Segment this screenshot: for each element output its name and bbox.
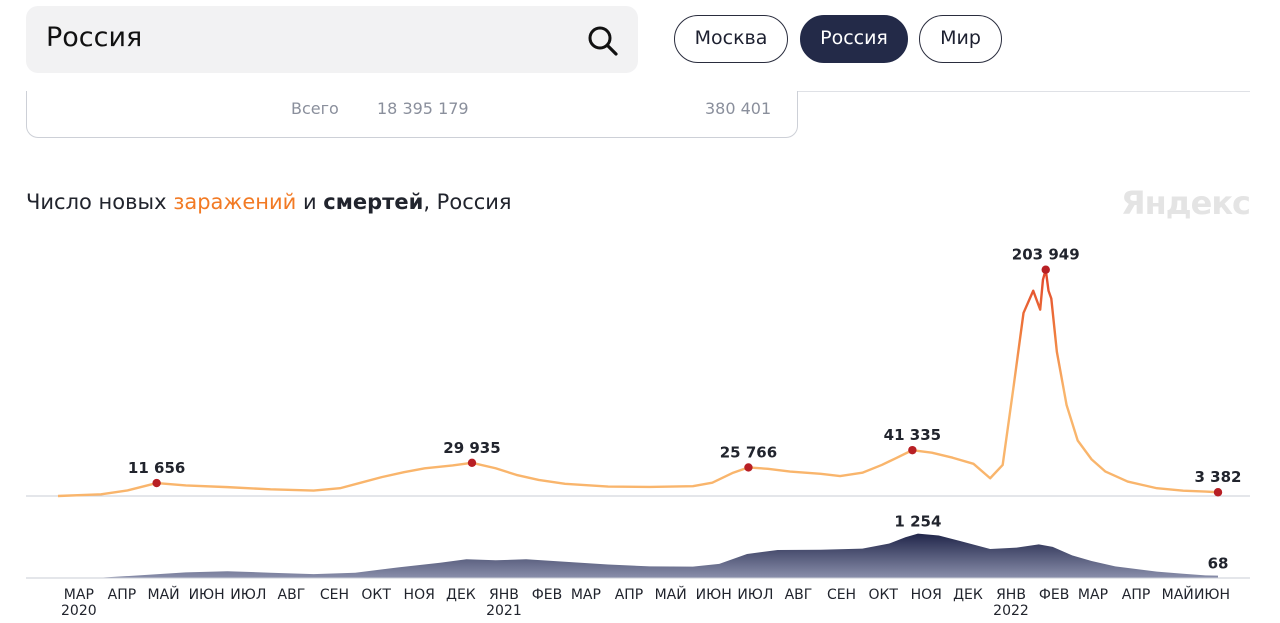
tab-russia[interactable]: Россия [800,15,908,63]
infections-peak-marker [152,478,161,488]
x-tick-label: ФЕВ [1039,587,1070,603]
x-tick-label: СЕН [827,587,856,603]
chart-title-middle: и [296,190,324,214]
x-tick-label: ДЕК [446,587,476,603]
x-tick-label: ИЮН [189,587,225,603]
infections-data-label: 3 382 [1195,468,1242,486]
chart-title-deaths: смертей [323,190,424,214]
x-year-label: 2021 [486,603,522,619]
infections-data-label: 41 335 [884,426,941,444]
x-tick-label: ЯНВ [489,587,519,603]
x-tick-label: АПР [108,587,137,603]
x-tick-label: АПР [615,587,644,603]
x-tick-label: ИЮН [696,587,732,603]
infections-data-label: 29 935 [443,439,500,457]
tab-moscow[interactable]: Москва [674,15,788,63]
infections-series-line [57,268,1219,498]
deaths-data-label: 68 [1208,555,1229,573]
summary-deaths: 380 401 [705,99,772,118]
x-tick-label: ФЕВ [532,587,563,603]
x-tick-label: МАР [64,587,94,603]
x-tick-label: ИЮЛ [230,587,266,603]
infections-peak-marker [1213,488,1223,497]
x-tick-label: ОКТ [361,587,391,603]
chart-title: Число новых заражений и смертей, Россия [26,189,512,215]
x-tick-label: НОЯ [404,587,435,603]
infections-peak-marker [467,458,477,467]
x-tick-label: ОКТ [868,587,898,603]
brand-logo: Яндекс [1121,184,1251,222]
x-year-label: 2020 [61,603,97,619]
x-year-label: 2022 [993,603,1029,619]
chart-title-infections: заражений [173,190,297,214]
infections-data-label: 11 656 [128,459,185,477]
x-tick-label: АВГ [785,587,813,603]
infections-peak-marker [908,445,917,455]
x-tick-label: АПР [1122,587,1151,603]
infections-data-label: 203 949 [1012,246,1080,264]
infections-peak-marker [1041,265,1050,274]
chart-title-prefix: Число новых [26,190,174,214]
deaths-data-label: 1 254 [894,513,941,531]
search-box[interactable]: Россия [26,6,638,73]
tab-world[interactable]: Мир [919,15,1002,63]
x-tick-label: МАР [1078,587,1108,603]
x-tick-label: МАЙ [148,585,180,603]
search-icon[interactable] [586,24,620,58]
x-tick-label: МАР [571,587,601,603]
x-tick-label: ИЮН [1194,587,1230,603]
covid-chart: 11 656 29 935 25 766 41 335 203 949 3 382 1 25… [26,246,1250,619]
x-tick-label: ИЮЛ [737,587,773,603]
x-tick-label: НОЯ [911,587,942,603]
summary-card: Всего 18 395 179 380 401 [26,91,798,138]
infections-data-label: 25 766 [720,443,777,461]
x-tick-label: ЯНВ [996,587,1026,603]
x-tick-label: МАЙ [655,585,687,603]
infections-peak-marker [744,463,753,472]
summary-cases: 18 395 179 [377,99,469,118]
search-input[interactable]: Россия [46,22,143,53]
x-tick-label: МАЙ [1162,585,1194,603]
x-tick-label: ДЕК [953,587,983,603]
chart-title-suffix: , Россия [423,190,512,214]
deaths-series-area [58,533,1218,578]
summary-label: Всего [291,99,339,118]
x-tick-label: АВГ [278,587,306,603]
x-tick-label: СЕН [320,587,349,603]
